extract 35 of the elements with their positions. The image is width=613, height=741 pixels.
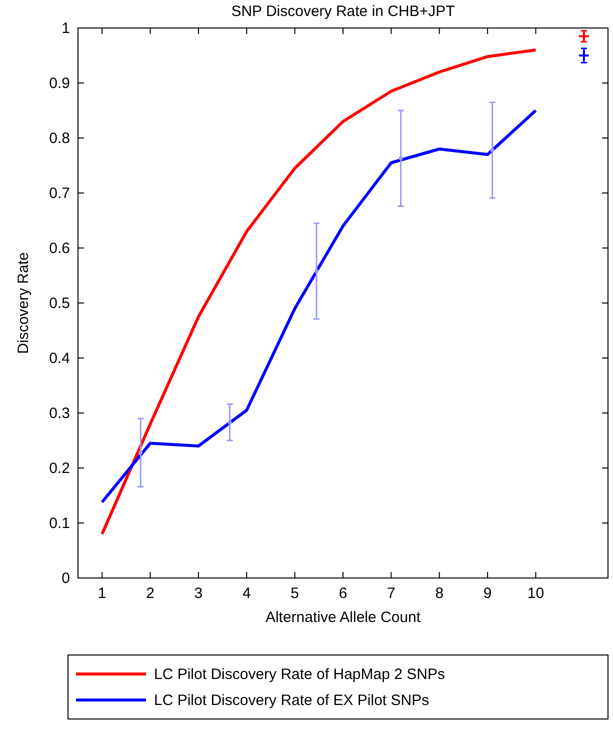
y-tick-label: 0.9: [49, 75, 70, 92]
y-tick-label: 0.8: [49, 130, 70, 147]
y-tick-label: 0: [62, 570, 70, 587]
point: [490, 148, 494, 152]
y-tick-label: 0.6: [49, 240, 70, 257]
x-tick-label: 5: [290, 585, 299, 602]
point: [228, 420, 232, 424]
point: [578, 50, 590, 62]
x-tick-label: 6: [338, 585, 348, 602]
chart-title: SNP Discovery Rate in CHB+JPT: [231, 3, 455, 20]
x-tick-label: 9: [483, 585, 492, 602]
legend-label: LC Pilot Discovery Rate of HapMap 2 SNPs: [154, 666, 445, 683]
x-tick-label: 10: [527, 585, 544, 602]
y-axis-title: Discovery Rate: [15, 252, 32, 354]
x-axis-title: Alternative Allele Count: [265, 609, 422, 626]
x-tick-label: 7: [387, 585, 396, 602]
y-tick-label: 0.5: [49, 295, 70, 312]
point: [314, 269, 318, 274]
x-tick-label: 8: [435, 585, 444, 602]
y-tick-label: 0.1: [49, 515, 70, 532]
x-tick-label: 3: [194, 585, 203, 602]
y-tick-label: 0.4: [49, 350, 70, 367]
y-tick-label: 1: [62, 20, 70, 37]
line-series: [100, 48, 538, 536]
line-series: [100, 109, 538, 504]
point: [398, 156, 403, 160]
x-tick-label: 1: [98, 585, 106, 602]
y-tick-label: 0.2: [49, 460, 70, 477]
y-tick-label: 0.3: [49, 405, 70, 422]
y-tick-label: 0.7: [49, 185, 70, 202]
point: [138, 450, 143, 455]
x-tick-label: 4: [242, 585, 251, 602]
legend-label: LC Pilot Discovery Rate of EX Pilot SNPs: [154, 692, 430, 709]
x-tick-label: 2: [146, 585, 154, 602]
point: [578, 30, 590, 42]
